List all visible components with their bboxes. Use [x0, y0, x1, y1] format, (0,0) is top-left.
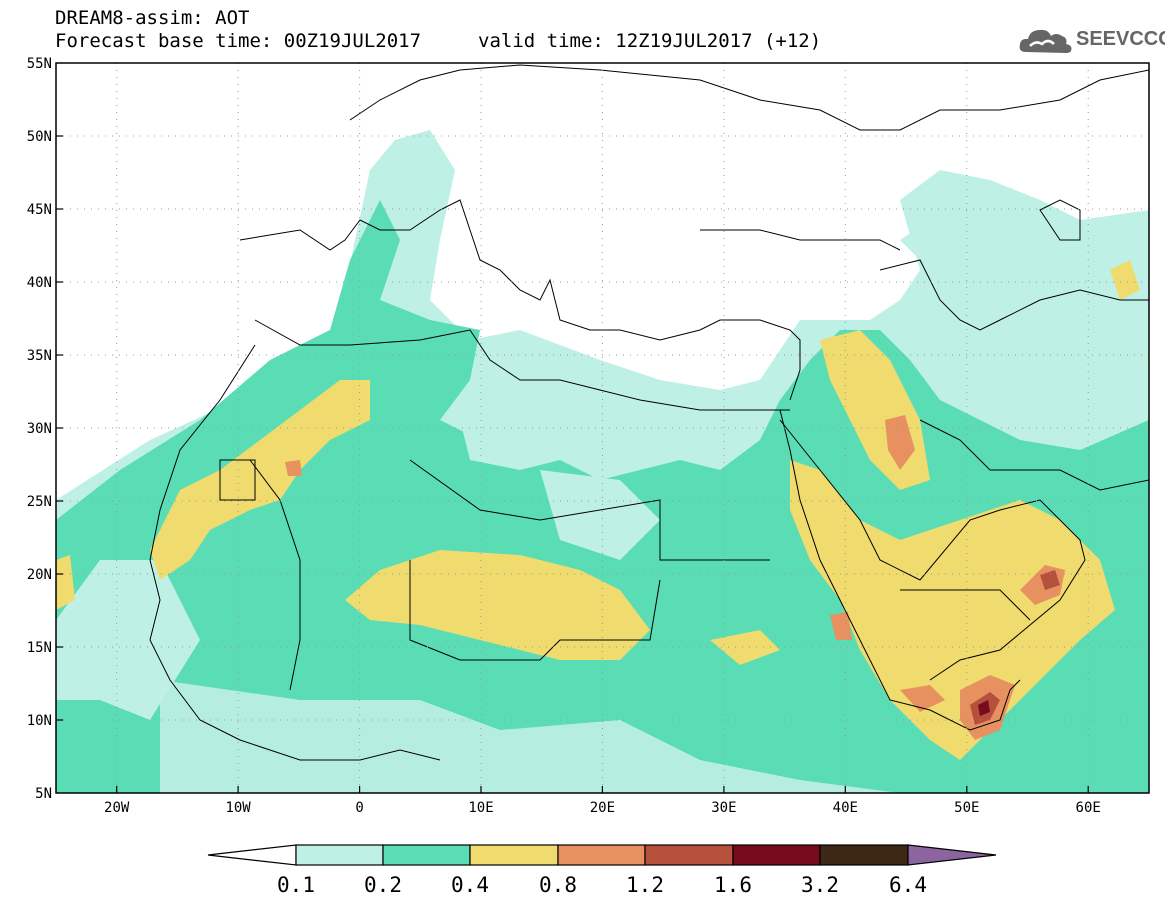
aot-band-1.6 [978, 700, 990, 716]
lat-label: 50N [27, 129, 52, 145]
aot-fill-layer [56, 130, 1149, 793]
colorbar-label: 3.2 [801, 873, 839, 897]
gridlines [56, 63, 1149, 793]
colorbar-segment [907, 844, 997, 866]
lon-label: 10W [225, 800, 251, 816]
colorbar-label: 1.6 [714, 873, 752, 897]
lon-label: 60E [1076, 800, 1101, 816]
lon-label: 20E [590, 800, 615, 816]
lat-label: 10N [27, 713, 52, 729]
valid-time: valid time: 12Z19JUL2017 (+12) [478, 30, 822, 52]
lat-label: 15N [27, 640, 52, 656]
colorbar-label: 6.4 [889, 873, 927, 897]
lon-labels: 20W 10W 0 10E 20E 30E 40E 50E 60E [104, 800, 1101, 816]
colorbar-segment [819, 844, 909, 866]
colorbar-segment [469, 844, 559, 866]
lon-label: 30E [711, 800, 736, 816]
logo-text: SEEVCCC [1076, 28, 1165, 50]
colorbar-label: 1.2 [626, 873, 664, 897]
lat-label: 40N [27, 275, 52, 291]
lat-label: 55N [27, 56, 52, 72]
lon-label: 40E [833, 800, 858, 816]
tick-marks [56, 135, 1089, 793]
colorbar-segment [644, 844, 734, 866]
lat-label: 35N [27, 348, 52, 364]
colorbar-label: 0.4 [451, 873, 489, 897]
colorbar: 0.1 0.2 0.4 0.8 1.2 1.6 3.2 6.4 [207, 844, 997, 897]
aot-band-0.8 [885, 415, 915, 470]
lat-label: 20N [27, 567, 52, 583]
lat-label: 30N [27, 421, 52, 437]
lon-label: 20W [104, 800, 130, 816]
colorbar-segment [557, 844, 646, 866]
colorbar-label: 0.8 [539, 873, 577, 897]
lat-label: 25N [27, 494, 52, 510]
coastlines [149, 64, 1149, 761]
lon-label: 0 [355, 800, 363, 816]
lon-label: 10E [468, 800, 493, 816]
colorbar-segment [732, 844, 821, 866]
colorbar-label: 0.1 [277, 873, 315, 897]
forecast-base-time: Forecast base time: 00Z19JUL2017 [55, 30, 422, 52]
colorbar-label: 0.2 [364, 873, 402, 897]
lat-labels: 55N 50N 45N 40N 35N 30N 25N 20N 15N 10N … [27, 56, 52, 802]
lat-label: 5N [35, 786, 52, 802]
colorbar-segment [382, 844, 471, 866]
colorbar-segment [295, 844, 384, 866]
map-title: DREAM8-assim: AOT [55, 7, 250, 29]
colorbar-segment [207, 844, 297, 866]
lon-label: 50E [954, 800, 979, 816]
lat-label: 45N [27, 202, 52, 218]
aot-band-0.4 [150, 380, 370, 580]
seevccc-logo: SEEVCCC [1018, 24, 1165, 58]
aot-map: 55N 50N 45N 40N 35N 30N 25N 20N 15N 10N … [27, 56, 1150, 816]
cloud-icon [1019, 29, 1072, 53]
